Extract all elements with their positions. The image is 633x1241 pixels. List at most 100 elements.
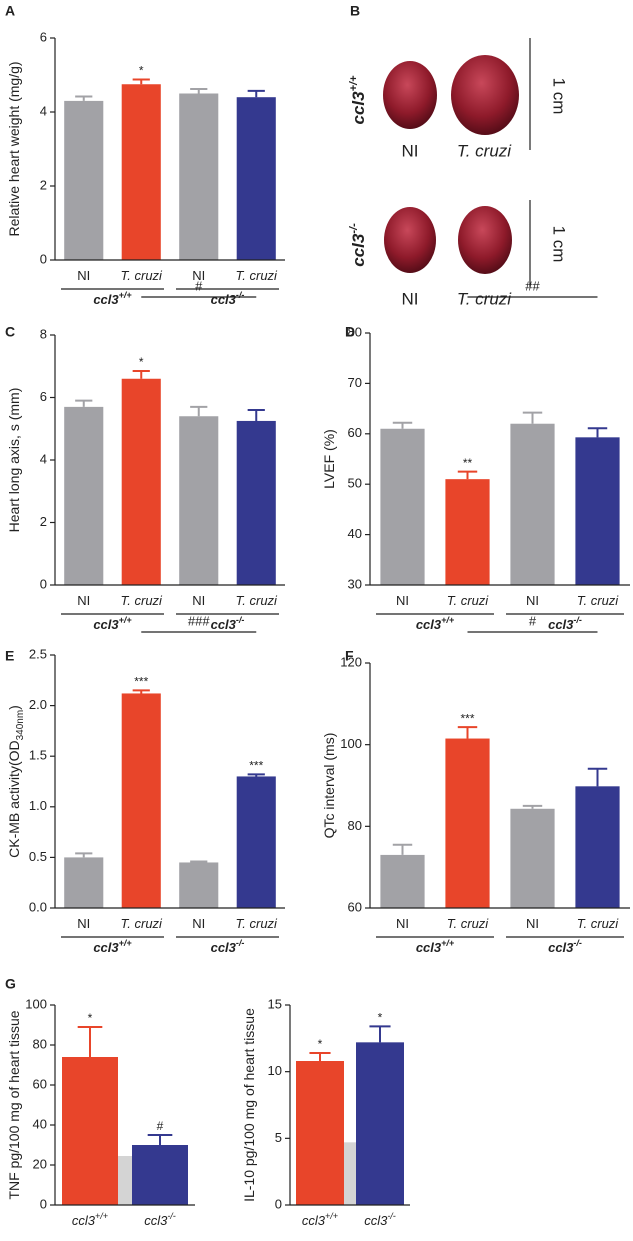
error-bar xyxy=(247,409,265,421)
y-tick-label: 1.5 xyxy=(29,748,47,763)
x-tick-text: ccl3 xyxy=(72,1213,96,1228)
bracket-label: ### xyxy=(188,613,210,628)
group-name: ccl3 xyxy=(93,940,119,955)
group-name: ccl3 xyxy=(548,940,574,955)
y-tick-label: 120 xyxy=(340,654,362,669)
x-tick-label: ccl3-/- xyxy=(144,1211,176,1228)
x-tick-text: NI xyxy=(77,916,90,931)
x-tick-sup: -/- xyxy=(387,1211,396,1221)
heart-image xyxy=(458,206,512,274)
x-tick-label: T. cruzi xyxy=(121,916,164,931)
x-tick-text: NI xyxy=(77,593,90,608)
x-tick-text: T. cruzi xyxy=(577,916,620,931)
bar xyxy=(510,808,555,908)
y-tick-label: 4 xyxy=(40,451,47,466)
group-sup: -/- xyxy=(573,938,582,948)
heart-image xyxy=(384,207,436,273)
genotype-label: ccl3-/- xyxy=(348,223,369,267)
x-tick-label: NI xyxy=(192,268,205,283)
x-tick-label: NI xyxy=(77,916,90,931)
x-tick-label: NI xyxy=(396,593,409,608)
scale-label: 1 cm xyxy=(550,226,569,263)
bar xyxy=(445,479,490,585)
x-tick-text: ccl3 xyxy=(144,1213,168,1228)
x-tick-label: NI xyxy=(192,593,205,608)
y-axis-label-text: IL-10 pg/100 mg of heart tissue xyxy=(241,1008,257,1202)
group-sup: +/+ xyxy=(441,615,455,625)
group-sup: -/- xyxy=(573,615,582,625)
error-bar xyxy=(522,804,543,809)
group-label: ccl3-/- xyxy=(548,615,582,632)
y-axis-label: Relative heart weight (mg/g) xyxy=(6,61,22,236)
bar xyxy=(445,738,490,908)
error-bar xyxy=(190,88,208,94)
x-tick-text: NI xyxy=(192,593,205,608)
x-tick-label: NI xyxy=(77,268,90,283)
y-axis-label-text: ) xyxy=(6,705,22,710)
group-sup: -/- xyxy=(236,615,245,625)
group-label: ccl3-/- xyxy=(211,290,245,307)
scale-label: 1 cm xyxy=(550,78,569,115)
genotype: ccl3 xyxy=(349,233,368,267)
x-tick-label: NI xyxy=(526,593,539,608)
y-tick-label: 40 xyxy=(348,526,362,541)
significance-label: * xyxy=(378,1011,383,1025)
bar xyxy=(64,406,104,585)
x-tick-sup: -/- xyxy=(167,1211,176,1221)
x-tick-label: NI xyxy=(192,916,205,931)
condition-label: NI xyxy=(402,289,419,308)
x-tick-label: T. cruzi xyxy=(236,268,279,283)
error-bar xyxy=(75,399,93,407)
y-tick-label: 100 xyxy=(340,736,362,751)
y-axis-label-sub: 340nm xyxy=(15,710,26,741)
y-tick-label: 40 xyxy=(33,1116,47,1131)
y-tick-label: 2.5 xyxy=(29,646,47,661)
y-tick-label: 0 xyxy=(40,576,47,591)
y-tick-label: 100 xyxy=(25,996,47,1011)
error-bar xyxy=(369,1025,391,1043)
y-tick-label: 80 xyxy=(348,818,362,833)
significance-label: * xyxy=(88,1011,93,1025)
group-label: ccl3+/+ xyxy=(416,615,455,632)
significance-label: ** xyxy=(463,456,473,470)
x-tick-label: NI xyxy=(396,916,409,931)
x-tick-text: T. cruzi xyxy=(236,268,279,283)
panel-letter: F xyxy=(345,648,354,664)
error-bar xyxy=(132,78,150,85)
x-tick-text: NI xyxy=(396,593,409,608)
group-sup: +/+ xyxy=(441,938,455,948)
bar xyxy=(179,93,219,260)
group-label: ccl3+/+ xyxy=(93,615,132,632)
y-tick-label: 10 xyxy=(268,1063,282,1078)
x-tick-text: T. cruzi xyxy=(121,593,164,608)
y-axis-label-text: CK-MB activity(OD xyxy=(6,740,22,857)
x-tick-sup: +/+ xyxy=(325,1211,338,1221)
condition-label: T. cruzi xyxy=(457,141,512,160)
x-tick-text: T. cruzi xyxy=(236,593,279,608)
error-bar xyxy=(247,773,265,777)
bar xyxy=(121,378,161,585)
error-bar xyxy=(77,1026,103,1057)
x-tick-label: T. cruzi xyxy=(447,916,490,931)
bar xyxy=(236,97,276,260)
condition-label: NI xyxy=(402,141,419,160)
bar xyxy=(575,437,620,585)
x-tick-label: ccl3+/+ xyxy=(72,1211,108,1228)
x-tick-label: T. cruzi xyxy=(577,916,620,931)
bracket-label: # xyxy=(195,278,203,293)
y-tick-label: 60 xyxy=(348,899,362,914)
x-tick-text: T. cruzi xyxy=(447,593,490,608)
y-tick-label: 50 xyxy=(348,476,362,491)
x-tick-text: NI xyxy=(77,268,90,283)
bar xyxy=(236,776,276,908)
group-sup: -/- xyxy=(236,938,245,948)
y-axis-label: Heart long axis, s (mm) xyxy=(6,388,22,533)
group-name: ccl3 xyxy=(93,617,119,632)
error-bar xyxy=(587,427,608,438)
genotype-sup: +/+ xyxy=(348,75,360,91)
x-tick-text: NI xyxy=(526,593,539,608)
group-label: ccl3-/- xyxy=(211,938,245,955)
genotype-label: ccl3+/+ xyxy=(348,75,369,125)
group-label: ccl3+/+ xyxy=(416,938,455,955)
y-axis-label: LVEF (%) xyxy=(321,429,337,489)
